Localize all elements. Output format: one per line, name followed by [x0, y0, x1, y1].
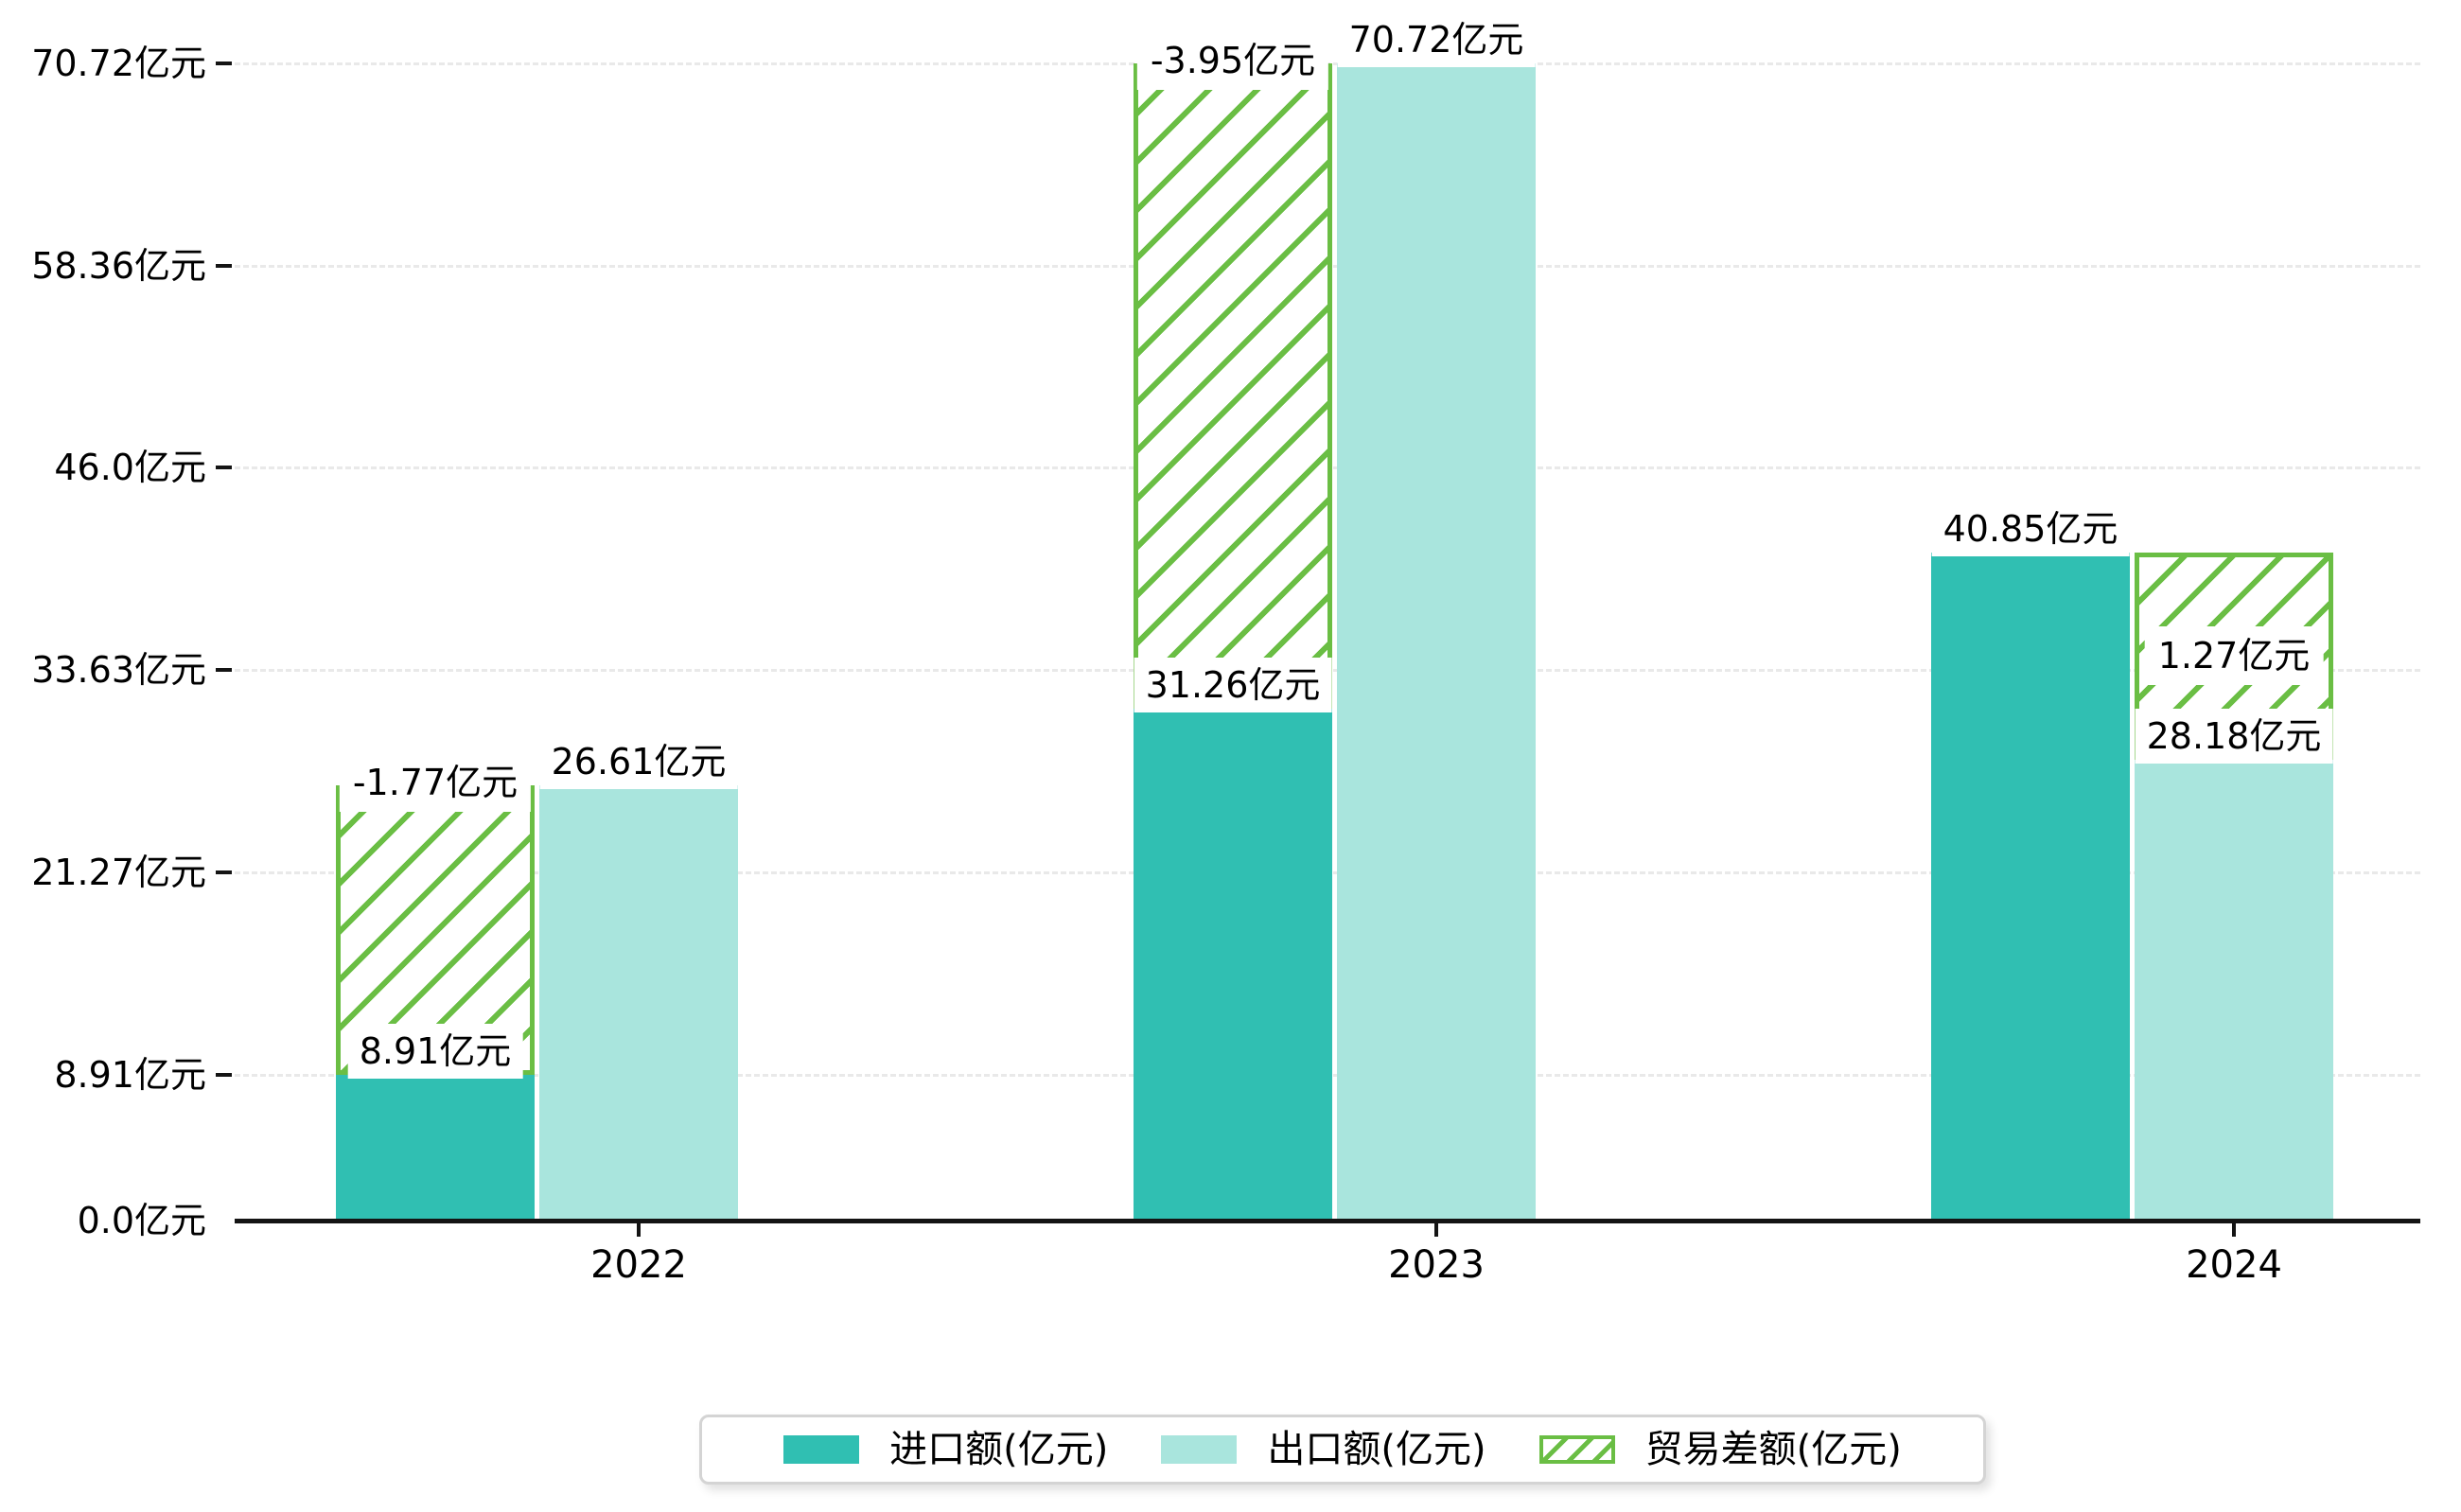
- export-bar: [1337, 62, 1536, 1221]
- legend-item: 进口额(亿元): [783, 1427, 1108, 1472]
- export-value-label: 28.18亿元: [2135, 708, 2333, 764]
- y-axis-tick-label: 21.27亿元: [31, 852, 206, 894]
- legend-item: 出口额(亿元): [1161, 1427, 1486, 1472]
- trade-diff-value-label: -3.95亿元: [1136, 30, 1329, 90]
- x-tick-mark: [637, 1223, 641, 1237]
- export-value-label: 26.61亿元: [539, 733, 738, 789]
- y-tick-mark: [216, 668, 232, 673]
- y-axis-tick-label: 33.63亿元: [31, 649, 206, 692]
- legend-swatch-export-icon: [1161, 1435, 1238, 1464]
- import-bar: [1931, 552, 2130, 1221]
- import-value-label: 8.91亿元: [347, 1023, 523, 1079]
- import-value-label: 31.26亿元: [1134, 658, 1332, 713]
- legend-item: 贸易差额(亿元): [1538, 1427, 1902, 1472]
- x-axis-category-label: 2022: [590, 1243, 687, 1287]
- y-tick-mark: [216, 1072, 232, 1077]
- y-axis-tick-label: 58.36亿元: [31, 244, 206, 287]
- export-bar: [2135, 759, 2333, 1221]
- y-tick-mark: [216, 466, 232, 470]
- export-value-label: 70.72亿元: [1337, 11, 1536, 67]
- legend-item-label: 进口额(亿元): [889, 1428, 1109, 1471]
- y-tick-mark: [216, 61, 232, 65]
- trade-diff-value-label: 1.27亿元: [2144, 626, 2324, 686]
- legend-item-label: 贸易差额(亿元): [1644, 1428, 1902, 1471]
- y-tick-mark: [216, 263, 232, 268]
- x-axis-category-label: 2023: [1388, 1243, 1485, 1287]
- legend-item-label: 出口额(亿元): [1267, 1428, 1486, 1471]
- y-axis-tick-label: 8.91亿元: [54, 1053, 206, 1096]
- x-axis-category-label: 2024: [2186, 1243, 2282, 1287]
- export-bar: [539, 784, 738, 1221]
- x-tick-mark: [1434, 1223, 1438, 1237]
- trade-diff-bar: [336, 784, 535, 1075]
- y-tick-mark: [216, 870, 232, 875]
- y-axis-tick-label: 0.0亿元: [77, 1200, 206, 1241]
- import-bar: [1134, 709, 1332, 1221]
- import-value-label: 40.85亿元: [1931, 501, 2130, 556]
- trade-diff-value-label: -1.77亿元: [339, 752, 532, 812]
- x-axis-line: [235, 1219, 2420, 1223]
- legend-swatch-diff-hatch-icon: [1538, 1435, 1615, 1464]
- import-bar: [336, 1074, 535, 1221]
- legend-swatch-import-icon: [783, 1435, 860, 1464]
- y-axis-tick-label: 70.72亿元: [31, 42, 206, 84]
- x-tick-mark: [2232, 1223, 2236, 1237]
- trade-diff-bar: [1134, 62, 1332, 710]
- legend: 进口额(亿元) 出口额(亿元) 贸易差额(亿元): [699, 1415, 1986, 1485]
- y-axis-tick-label: 46.0亿元: [54, 447, 206, 489]
